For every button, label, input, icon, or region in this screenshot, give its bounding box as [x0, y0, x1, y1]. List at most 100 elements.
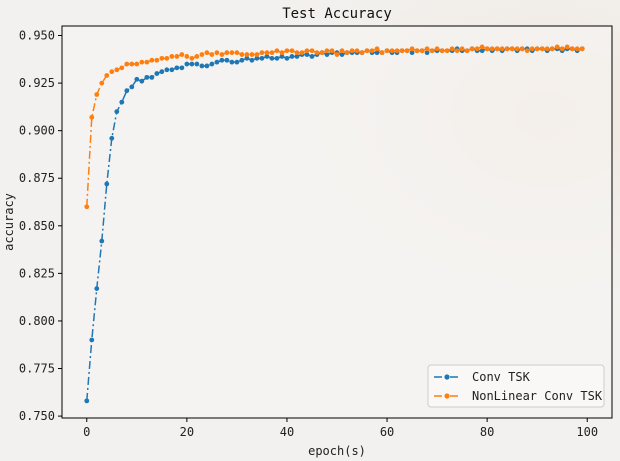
- data-point-nonlinear-conv-tsk: [159, 55, 165, 61]
- data-point-conv-tsk: [409, 50, 415, 56]
- data-point-nonlinear-conv-tsk: [519, 46, 525, 52]
- data-point-nonlinear-conv-tsk: [414, 48, 420, 54]
- data-point-nonlinear-conv-tsk: [294, 50, 300, 56]
- series-layer: [84, 44, 585, 404]
- data-point-nonlinear-conv-tsk: [269, 50, 275, 56]
- data-point-conv-tsk: [134, 76, 140, 82]
- data-point-nonlinear-conv-tsk: [334, 52, 340, 57]
- data-point-conv-tsk: [89, 337, 95, 343]
- data-point-conv-tsk: [184, 61, 190, 67]
- data-point-conv-tsk: [214, 59, 220, 65]
- data-point-nonlinear-conv-tsk: [354, 48, 360, 54]
- data-point-conv-tsk: [234, 59, 240, 65]
- data-point-nonlinear-conv-tsk: [549, 46, 555, 52]
- data-point-conv-tsk: [159, 69, 165, 75]
- data-point-nonlinear-conv-tsk: [179, 52, 185, 57]
- data-point-nonlinear-conv-tsk: [389, 48, 395, 54]
- x-tick-label: 20: [180, 425, 194, 439]
- legend-box: [427, 364, 605, 408]
- data-point-conv-tsk: [284, 55, 290, 61]
- data-point-conv-tsk: [274, 55, 280, 61]
- data-point-nonlinear-conv-tsk: [214, 50, 220, 56]
- data-point-conv-tsk: [254, 55, 260, 61]
- data-point-nonlinear-conv-tsk: [289, 48, 295, 54]
- data-point-nonlinear-conv-tsk: [474, 46, 480, 52]
- data-point-nonlinear-conv-tsk: [124, 61, 130, 67]
- data-point-nonlinear-conv-tsk: [419, 48, 425, 54]
- y-tick-label: 0.825: [19, 266, 55, 280]
- data-point-conv-tsk: [169, 67, 175, 73]
- data-point-conv-tsk: [269, 55, 275, 61]
- data-point-nonlinear-conv-tsk: [529, 46, 535, 52]
- data-point-nonlinear-conv-tsk: [569, 46, 575, 52]
- data-point-nonlinear-conv-tsk: [239, 52, 245, 57]
- data-point-nonlinear-conv-tsk: [369, 48, 375, 54]
- data-point-nonlinear-conv-tsk: [259, 50, 265, 56]
- x-tick-label: 40: [280, 425, 294, 439]
- data-point-nonlinear-conv-tsk: [99, 80, 105, 86]
- data-point-nonlinear-conv-tsk: [429, 48, 435, 54]
- data-point-nonlinear-conv-tsk: [534, 46, 540, 52]
- data-point-nonlinear-conv-tsk: [249, 52, 255, 57]
- y-tick-label: 0.950: [19, 29, 55, 43]
- data-point-nonlinear-conv-tsk: [164, 55, 170, 61]
- data-point-nonlinear-conv-tsk: [539, 46, 545, 52]
- data-point-nonlinear-conv-tsk: [319, 50, 325, 56]
- data-point-conv-tsk: [279, 54, 285, 59]
- data-point-nonlinear-conv-tsk: [554, 44, 560, 50]
- x-tick-label: 60: [380, 425, 394, 439]
- data-point-nonlinear-conv-tsk: [129, 61, 135, 67]
- data-point-nonlinear-conv-tsk: [424, 46, 430, 52]
- data-point-nonlinear-conv-tsk: [314, 50, 320, 56]
- x-axis: 0 20 40 60 80 100: [83, 418, 598, 439]
- data-point-nonlinear-conv-tsk: [459, 46, 465, 52]
- data-point-conv-tsk: [339, 52, 345, 57]
- data-point-nonlinear-conv-tsk: [524, 48, 530, 54]
- data-point-nonlinear-conv-tsk: [399, 48, 405, 54]
- data-point-conv-tsk: [189, 61, 195, 67]
- data-point-nonlinear-conv-tsk: [579, 46, 585, 52]
- data-point-nonlinear-conv-tsk: [439, 48, 445, 54]
- y-tick-label: 0.750: [19, 409, 55, 423]
- data-point-conv-tsk: [204, 63, 210, 69]
- data-point-conv-tsk: [304, 52, 310, 57]
- data-point-nonlinear-conv-tsk: [104, 73, 110, 78]
- data-point-conv-tsk: [424, 50, 430, 56]
- data-point-nonlinear-conv-tsk: [444, 48, 450, 54]
- data-point-conv-tsk: [154, 71, 160, 76]
- y-tick-label: 0.875: [19, 171, 55, 185]
- data-point-nonlinear-conv-tsk: [339, 48, 345, 54]
- data-point-nonlinear-conv-tsk: [189, 55, 195, 61]
- data-point-nonlinear-conv-tsk: [349, 48, 355, 54]
- data-point-conv-tsk: [84, 398, 90, 404]
- data-point-nonlinear-conv-tsk: [494, 46, 500, 52]
- data-point-nonlinear-conv-tsk: [84, 204, 90, 210]
- legend-label-conv-tsk: Conv TSK: [472, 370, 531, 384]
- data-point-conv-tsk: [129, 84, 135, 90]
- y-tick-label: 0.850: [19, 219, 55, 233]
- data-point-nonlinear-conv-tsk: [329, 48, 335, 54]
- data-point-conv-tsk: [324, 52, 330, 57]
- y-tick-label: 0.775: [19, 362, 55, 376]
- series-line-nonlinear-conv-tsk: [86, 46, 583, 207]
- series-points-nonlinear-conv-tsk: [84, 44, 585, 210]
- y-axis-title: accuracy: [2, 193, 16, 251]
- data-point-nonlinear-conv-tsk: [154, 57, 160, 63]
- data-point-nonlinear-conv-tsk: [514, 46, 520, 52]
- data-point-nonlinear-conv-tsk: [254, 52, 260, 57]
- data-point-nonlinear-conv-tsk: [119, 65, 125, 71]
- data-point-conv-tsk: [224, 57, 230, 63]
- data-point-conv-tsk: [374, 50, 380, 56]
- data-point-nonlinear-conv-tsk: [394, 48, 400, 54]
- data-point-nonlinear-conv-tsk: [559, 46, 565, 52]
- data-point-nonlinear-conv-tsk: [114, 67, 120, 73]
- data-point-nonlinear-conv-tsk: [184, 54, 190, 59]
- x-tick-label: 0: [83, 425, 90, 439]
- data-point-nonlinear-conv-tsk: [194, 54, 200, 59]
- data-point-nonlinear-conv-tsk: [199, 52, 205, 57]
- data-point-conv-tsk: [114, 109, 120, 115]
- data-point-conv-tsk: [264, 54, 270, 59]
- data-point-conv-tsk: [229, 59, 235, 65]
